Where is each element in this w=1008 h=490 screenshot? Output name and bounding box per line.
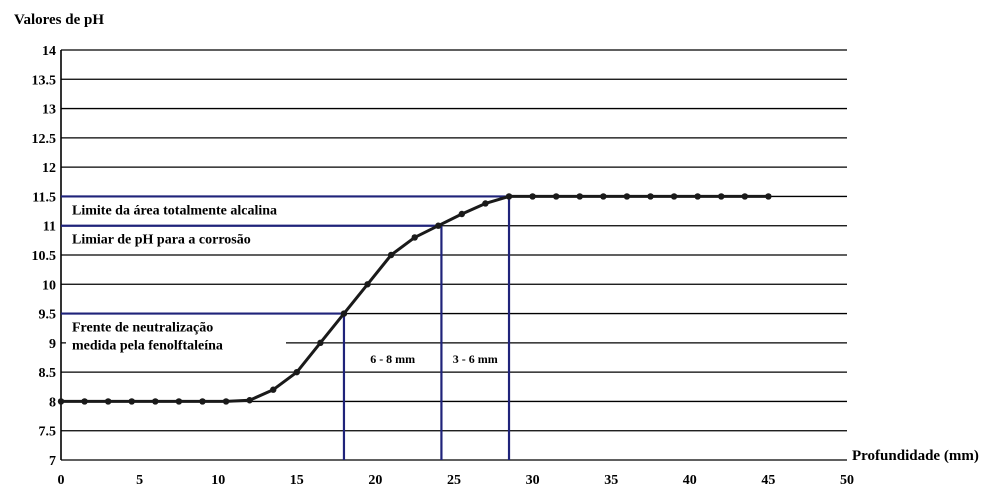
y-tick-label: 12.5 bbox=[32, 132, 57, 147]
y-tick-label: 7 bbox=[49, 454, 56, 469]
y-tick-label: 9.5 bbox=[39, 308, 57, 323]
data-point bbox=[600, 193, 607, 200]
label-background bbox=[66, 316, 286, 355]
y-tick-label: 9 bbox=[49, 337, 56, 352]
x-axis-ticks: 0 5 10 15 20 25 30 35 40 45 50 bbox=[58, 473, 855, 488]
data-point bbox=[104, 398, 112, 405]
label-alkaline-limit: Limite da área totalmente alcalina bbox=[72, 203, 277, 218]
ph-curve bbox=[57, 193, 772, 405]
label-corrosion-threshold: Limiar de pH para a corrosão bbox=[72, 233, 251, 248]
data-point bbox=[270, 386, 277, 393]
data-point bbox=[317, 339, 324, 347]
data-point bbox=[199, 398, 206, 405]
data-point bbox=[175, 398, 183, 405]
ph-curve-line bbox=[61, 194, 769, 403]
y-tick-label: 8 bbox=[49, 395, 56, 410]
data-point bbox=[364, 281, 371, 288]
x-tick-label: 0 bbox=[58, 473, 65, 488]
reference-lines bbox=[61, 195, 511, 460]
x-tick-label: 20 bbox=[368, 473, 382, 488]
x-tick-label: 25 bbox=[447, 473, 461, 488]
data-point bbox=[505, 193, 513, 200]
data-point bbox=[435, 222, 442, 229]
y-tick-label: 7.5 bbox=[39, 425, 57, 440]
interval-label-background bbox=[346, 346, 439, 369]
data-point bbox=[152, 398, 159, 405]
data-point bbox=[57, 398, 65, 405]
y-tick-label: 13 bbox=[42, 103, 56, 118]
y-axis-ticks: 7 7.5 8 8.5 9 9.5 10 10.5 11 11.5 12 12.5 13 13.5 14 bbox=[32, 44, 57, 469]
data-point bbox=[81, 398, 88, 405]
data-point bbox=[482, 200, 489, 207]
data-point bbox=[222, 398, 230, 405]
x-tick-label: 40 bbox=[683, 473, 697, 488]
y-tick-label: 10 bbox=[42, 278, 56, 293]
label-neutralization-front: Frente de neutralização bbox=[72, 321, 213, 336]
chart-title: Valores de pH bbox=[14, 12, 104, 28]
data-point bbox=[128, 398, 135, 405]
x-tick-label: 45 bbox=[761, 473, 775, 488]
data-point bbox=[670, 193, 678, 200]
data-point bbox=[623, 193, 631, 200]
data-point bbox=[647, 193, 654, 200]
data-point bbox=[694, 193, 701, 200]
data-point bbox=[718, 193, 725, 200]
interval-label-background bbox=[444, 346, 507, 369]
annotations: Limite da área totalmente alcalina Limiar… bbox=[66, 203, 507, 369]
data-point bbox=[529, 193, 536, 200]
data-point bbox=[340, 310, 348, 317]
label-neutralization-front: medida pela fenolftaleína bbox=[72, 339, 223, 354]
interval-label: 6 - 8 mm bbox=[370, 352, 415, 366]
x-tick-label: 10 bbox=[211, 473, 225, 488]
y-tick-label: 11.5 bbox=[32, 190, 56, 205]
data-point bbox=[246, 397, 253, 404]
data-point bbox=[387, 251, 395, 259]
y-tick-label: 8.5 bbox=[39, 366, 57, 381]
y-tick-label: 12 bbox=[42, 161, 56, 176]
data-point bbox=[765, 193, 772, 200]
data-point bbox=[293, 368, 300, 376]
y-tick-label: 14 bbox=[42, 44, 56, 59]
y-tick-label: 11 bbox=[43, 220, 56, 235]
data-point bbox=[458, 210, 466, 218]
data-point bbox=[576, 193, 583, 200]
data-point bbox=[411, 234, 418, 241]
data-point bbox=[741, 193, 749, 200]
x-tick-label: 30 bbox=[526, 473, 540, 488]
x-tick-label: 15 bbox=[290, 473, 304, 488]
x-tick-label: 35 bbox=[604, 473, 618, 488]
y-tick-label: 10.5 bbox=[32, 249, 57, 264]
x-axis-label: Profundidade (mm) bbox=[852, 448, 979, 464]
interval-label: 3 - 6 mm bbox=[453, 352, 498, 366]
data-point bbox=[552, 193, 560, 200]
x-tick-label: 5 bbox=[136, 473, 143, 488]
x-tick-label: 50 bbox=[840, 473, 854, 488]
y-tick-label: 13.5 bbox=[32, 73, 57, 88]
